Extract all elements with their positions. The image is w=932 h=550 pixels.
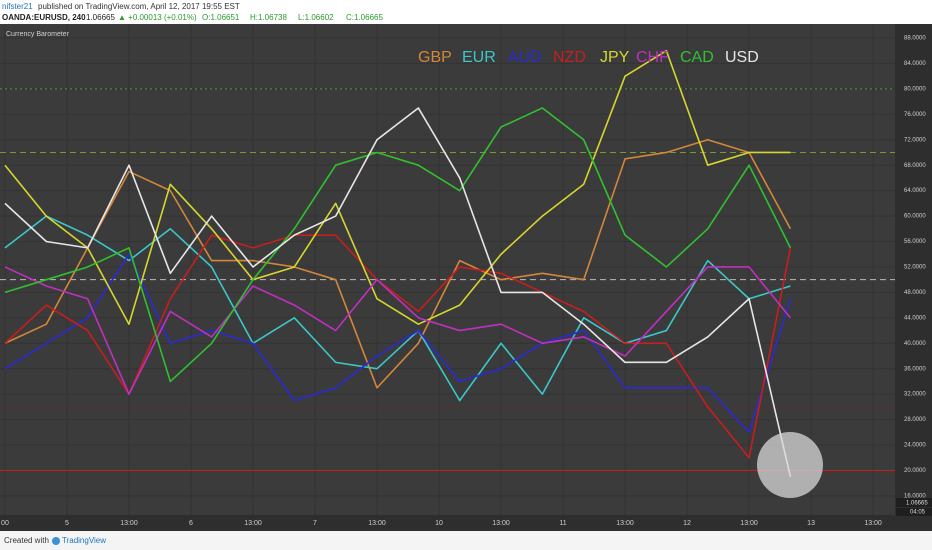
- time-axis: [0, 515, 932, 531]
- ohlc-high: H:1.06738: [250, 13, 287, 22]
- y-tick-label: 88.0000: [904, 36, 926, 42]
- footer-created: Created with: [4, 536, 49, 545]
- x-tick-label: 5: [65, 520, 69, 527]
- series-line: [4, 49, 791, 325]
- y-tick-label: 20.0000: [904, 468, 926, 474]
- symbol: OANDA:EURUSD, 240: [2, 13, 86, 22]
- time-box: [896, 508, 932, 516]
- y-tick-label: 28.0000: [904, 417, 926, 423]
- x-tick-label: 13:00: [244, 520, 262, 527]
- footer-brand[interactable]: TradingView: [62, 536, 106, 545]
- x-tick-label: 7: [313, 520, 317, 527]
- x-tick-label: 10: [435, 520, 443, 527]
- y-tick-label: 36.0000: [904, 366, 926, 372]
- series-line: [4, 215, 791, 402]
- y-tick-label: 56.0000: [904, 239, 926, 245]
- legend-entry: GBP: [418, 49, 452, 66]
- legend-entry: EUR: [462, 49, 496, 66]
- highlight-circle: [757, 432, 823, 498]
- legend-entry: CAD: [680, 49, 714, 66]
- plot-area: [0, 24, 895, 515]
- y-tick-label: 72.0000: [904, 137, 926, 143]
- series-line: [4, 234, 792, 459]
- legend-entry: USD: [725, 49, 759, 66]
- y-tick-label: 32.0000: [904, 392, 926, 398]
- footer: [0, 531, 932, 550]
- x-tick-label: 13:00: [368, 520, 386, 527]
- published: published on TradingView.com, April 12, …: [38, 2, 240, 11]
- x-tick-label: 13:00: [492, 520, 510, 527]
- y-tick-label: 84.0000: [904, 61, 926, 67]
- y-tick-label: 40.0000: [904, 341, 926, 347]
- ohlc-low: L:1.06602: [298, 13, 334, 22]
- y-tick-label: 76.0000: [904, 112, 926, 118]
- last: 1.06665: [86, 13, 115, 22]
- change: ▲ +0.00013 (+0.01%): [118, 13, 197, 22]
- y-tick-label: 16.0000: [904, 493, 926, 499]
- y-tick-label: 44.0000: [904, 315, 926, 321]
- legend-entry: CHF: [636, 49, 669, 66]
- ohlc-close: C:1.06665: [346, 13, 383, 22]
- legend-entry: NZD: [553, 49, 586, 66]
- x-tick-label: 11: [559, 520, 566, 527]
- time-label: 04:05: [910, 510, 926, 516]
- price-box: [896, 498, 932, 507]
- x-tick-label: 00: [1, 520, 9, 527]
- series-line: [4, 266, 792, 395]
- x-tick-label: 13:00: [616, 520, 634, 527]
- x-tick-label: 13:00: [864, 520, 882, 527]
- price-label: 1.06665: [906, 501, 928, 507]
- y-tick-label: 24.0000: [904, 443, 926, 449]
- y-tick-label: 64.0000: [904, 188, 926, 194]
- x-tick-label: 6: [189, 520, 193, 527]
- y-tick-label: 52.0000: [904, 265, 926, 271]
- y-tick-label: 60.0000: [904, 214, 926, 220]
- chart-title: Currency Barometer: [6, 31, 70, 38]
- price-axis: [895, 24, 932, 515]
- brand-icon: [52, 537, 60, 545]
- x-tick-label: 13:00: [120, 520, 138, 527]
- user[interactable]: nifster21: [2, 2, 33, 11]
- series-line: [4, 107, 792, 478]
- ohlc-open: O:1.06651: [202, 13, 240, 22]
- x-tick-label: 12: [683, 520, 691, 527]
- series-line: [4, 138, 792, 389]
- y-tick-label: 80.0000: [904, 86, 926, 92]
- legend-entry: AUD: [508, 49, 542, 66]
- y-tick-label: 68.0000: [904, 163, 926, 169]
- y-tick-label: 48.0000: [904, 290, 926, 296]
- series-line: [4, 107, 792, 383]
- legend-entry: JPY: [600, 49, 630, 66]
- x-tick-label: 13:00: [740, 520, 758, 527]
- x-tick-label: 13: [807, 520, 815, 527]
